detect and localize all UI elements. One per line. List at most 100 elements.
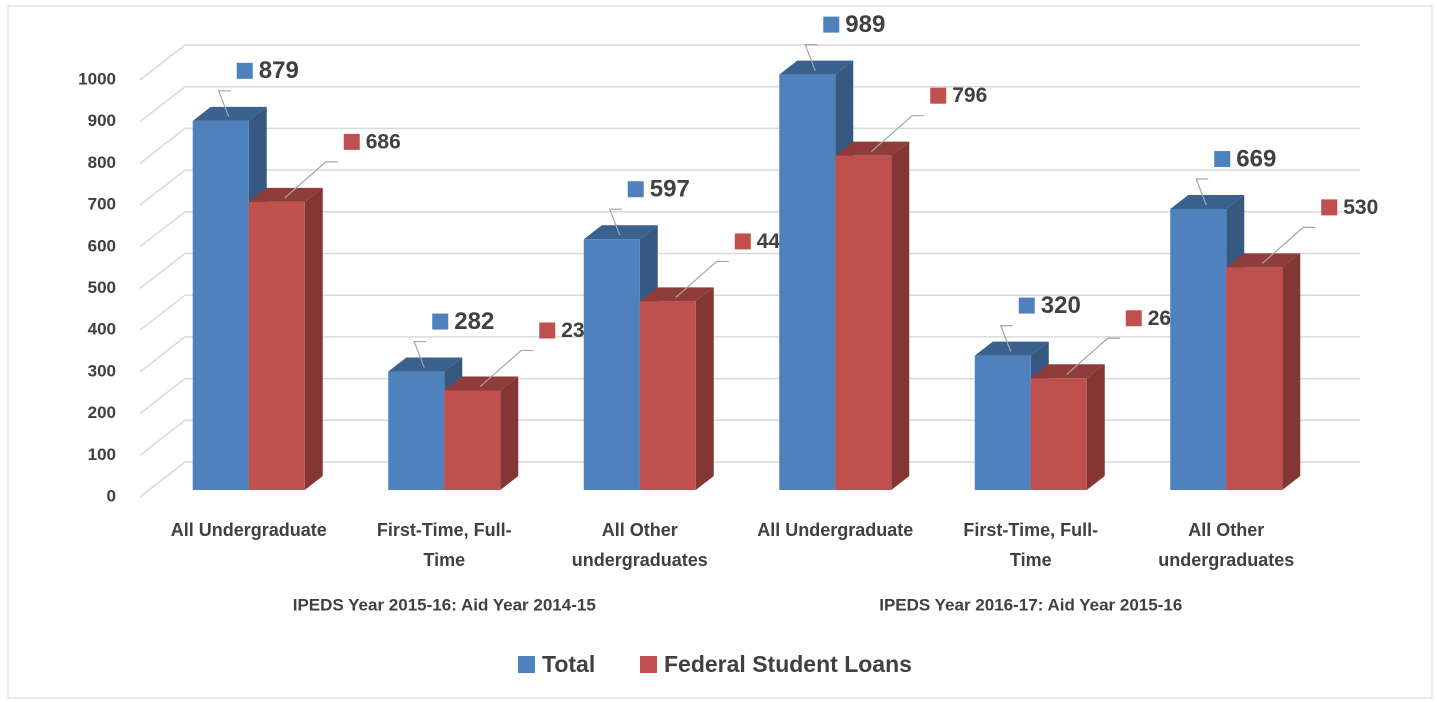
leader-line <box>413 340 427 368</box>
label-key <box>343 133 360 150</box>
leader-line <box>1195 178 1209 206</box>
label-key <box>432 313 449 330</box>
grid-line <box>139 252 186 290</box>
bar-top <box>835 141 910 156</box>
bar-top <box>779 60 854 75</box>
bar-top <box>1030 364 1105 379</box>
bar <box>639 301 696 490</box>
x-tick-label: All Undergraduate <box>757 520 914 540</box>
bar-top <box>388 357 463 372</box>
y-tick-label: 700 <box>88 195 116 214</box>
y-tick-label: 1000 <box>78 69 116 88</box>
legend-label: Federal Student Loans <box>664 651 912 677</box>
grid-line <box>139 419 186 456</box>
data-label: 989 <box>845 11 885 38</box>
y-tick-label: 800 <box>88 153 116 172</box>
leader-line <box>1261 226 1316 264</box>
data-label: 879 <box>259 57 299 84</box>
bar-side <box>695 287 714 490</box>
bar-side <box>500 376 519 490</box>
leader-line <box>479 349 534 387</box>
leader-line <box>608 208 622 236</box>
label-key <box>930 87 947 104</box>
grid-line <box>139 336 186 373</box>
label-key <box>823 16 840 33</box>
leader-line <box>999 325 1013 352</box>
bar-top <box>192 106 267 121</box>
bar <box>444 390 501 490</box>
chart-border <box>7 5 1433 699</box>
label-key <box>734 233 751 250</box>
bar-top <box>1226 253 1301 268</box>
grid-line <box>139 461 186 498</box>
x-tick-label: All Other undergraduates <box>1158 520 1295 570</box>
grid-line <box>139 86 186 123</box>
bar <box>974 355 1031 490</box>
bar-side <box>304 187 323 490</box>
data-label: 320 <box>1041 292 1081 319</box>
data-label: 530 <box>1343 196 1378 219</box>
group-label: IPEDS Year 2016-17: Aid Year 2015-16 <box>879 595 1182 614</box>
bar <box>1170 209 1227 490</box>
bar-side <box>1282 253 1301 490</box>
label-key <box>627 181 644 198</box>
y-tick-label: 400 <box>88 320 116 339</box>
grid-line <box>139 44 186 81</box>
data-label: 282 <box>454 308 494 335</box>
label-key <box>1125 310 1142 327</box>
data-label: 686 <box>366 130 401 153</box>
legend-key <box>518 656 535 673</box>
bar <box>248 201 305 490</box>
x-tick-label: All Undergraduate <box>170 520 327 540</box>
grid-line <box>139 378 186 415</box>
label-key <box>1214 151 1231 168</box>
label-key <box>236 62 253 79</box>
y-tick-label: 100 <box>88 445 116 464</box>
legend-label: Total <box>542 651 595 677</box>
grid-line <box>139 294 186 331</box>
leader-line <box>217 90 231 118</box>
grid-line <box>139 169 186 206</box>
x-tick-label: All Other undergraduates <box>571 520 708 570</box>
y-tick-label: 600 <box>88 236 116 255</box>
y-tick-label: 0 <box>107 486 116 505</box>
bar <box>192 120 249 490</box>
bar <box>583 239 640 490</box>
leader-line <box>675 260 729 298</box>
bar-side <box>1086 364 1105 490</box>
y-tick-label: 300 <box>88 361 116 380</box>
x-tick-label: First-Time, Full-Time <box>376 520 512 570</box>
bar-side <box>891 141 910 490</box>
bar <box>388 371 445 490</box>
data-label: 669 <box>1236 145 1276 172</box>
bar <box>779 74 836 491</box>
y-tick-label: 900 <box>88 111 116 130</box>
y-tick-label: 500 <box>88 278 116 297</box>
y-tick-label: 200 <box>88 403 116 422</box>
label-key <box>1018 297 1035 314</box>
label-key <box>539 322 556 339</box>
bar <box>835 155 892 490</box>
bar-top <box>583 225 658 240</box>
leader-line <box>870 115 925 153</box>
group-label: IPEDS Year 2015-16: Aid Year 2014-15 <box>293 595 596 614</box>
bar <box>1030 378 1087 490</box>
data-label: 597 <box>650 176 690 203</box>
leader-line <box>804 44 818 71</box>
bar-top <box>248 187 323 202</box>
bar <box>1226 267 1283 490</box>
leader-line <box>284 161 338 199</box>
label-key <box>1321 199 1338 216</box>
bar-top <box>1170 195 1245 210</box>
bar-top <box>639 287 714 302</box>
leader-line <box>1066 337 1120 375</box>
bar-top <box>974 341 1049 356</box>
legend-key <box>640 656 657 673</box>
bar-top <box>444 376 519 391</box>
grid-line <box>139 211 186 248</box>
data-label: 796 <box>952 84 987 107</box>
x-tick-label: First-Time, Full-Time <box>963 520 1099 570</box>
grid-line <box>139 127 186 164</box>
